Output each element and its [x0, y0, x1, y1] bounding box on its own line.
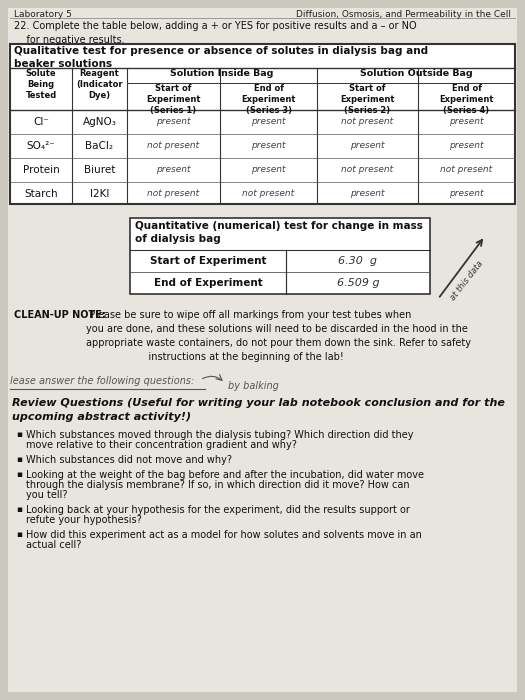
- Text: Start of
Experiment
(Series 2): Start of Experiment (Series 2): [340, 84, 395, 115]
- Text: present: present: [251, 118, 286, 127]
- Text: not present: not present: [440, 165, 492, 174]
- Text: not present: not present: [148, 141, 200, 150]
- Text: Looking back at your hypothesis for the experiment, did the results support or: Looking back at your hypothesis for the …: [26, 505, 410, 515]
- Text: 22. Complete the table below, adding a + or YES for positive results and a – or : 22. Complete the table below, adding a +…: [14, 21, 417, 45]
- Text: by balking: by balking: [228, 381, 279, 391]
- Text: Biuret: Biuret: [84, 165, 115, 175]
- Text: not present: not present: [148, 190, 200, 199]
- Text: present: present: [251, 165, 286, 174]
- Text: ▪: ▪: [16, 470, 22, 479]
- Text: ▪: ▪: [16, 430, 22, 439]
- Text: lease answer the following questions:: lease answer the following questions:: [10, 376, 194, 386]
- Text: Which substances did not move and why?: Which substances did not move and why?: [26, 455, 232, 465]
- Text: SO₄²⁻: SO₄²⁻: [27, 141, 55, 151]
- Text: present: present: [251, 141, 286, 150]
- Text: actual cell?: actual cell?: [26, 540, 81, 550]
- Text: Qualitative test for presence or absence of solutes in dialysis bag and
beaker s: Qualitative test for presence or absence…: [14, 46, 428, 69]
- Text: Solution Outside Bag: Solution Outside Bag: [360, 69, 472, 78]
- Text: Laboratory 5: Laboratory 5: [14, 10, 72, 19]
- Text: I2KI: I2KI: [90, 189, 109, 199]
- Text: present: present: [350, 190, 385, 199]
- Text: Looking at the weight of the bag before and after the incubation, did water move: Looking at the weight of the bag before …: [26, 470, 424, 480]
- Text: at this data: at this data: [448, 260, 485, 302]
- Text: Protein: Protein: [23, 165, 59, 175]
- Text: present: present: [156, 165, 191, 174]
- Text: you tell?: you tell?: [26, 490, 68, 500]
- Text: End of
Experiment
(Series 3): End of Experiment (Series 3): [242, 84, 296, 115]
- Text: not present: not present: [341, 165, 394, 174]
- Text: present: present: [350, 141, 385, 150]
- Text: End of Experiment: End of Experiment: [154, 278, 262, 288]
- Text: Review Questions (Useful for writing your lab notebook conclusion and for the
up: Review Questions (Useful for writing you…: [12, 398, 505, 421]
- Bar: [130, 218, 430, 294]
- Text: ▪: ▪: [16, 505, 22, 514]
- Text: Cl⁻: Cl⁻: [33, 117, 49, 127]
- Text: refute your hypothesis?: refute your hypothesis?: [26, 515, 142, 525]
- Text: Solute
Being
Tested: Solute Being Tested: [25, 69, 57, 99]
- Text: How did this experiment act as a model for how solutes and solvents move in an: How did this experiment act as a model f…: [26, 530, 422, 540]
- Text: through the dialysis membrane? If so, in which direction did it move? How can: through the dialysis membrane? If so, in…: [26, 480, 410, 490]
- Text: Reagent
(Indicator
Dye): Reagent (Indicator Dye): [76, 69, 123, 99]
- Text: not present: not present: [341, 118, 394, 127]
- Text: AgNO₃: AgNO₃: [82, 117, 117, 127]
- Text: Which substances moved through the dialysis tubing? Which direction did they: Which substances moved through the dialy…: [26, 430, 414, 440]
- Text: Start of
Experiment
(Series 1): Start of Experiment (Series 1): [146, 84, 201, 115]
- Text: CLEAN-UP NOTE:: CLEAN-UP NOTE:: [14, 310, 106, 320]
- Text: Solution Inside Bag: Solution Inside Bag: [170, 69, 274, 78]
- Bar: [10, 44, 515, 204]
- Text: present: present: [156, 118, 191, 127]
- Text: End of
Experiment
(Series 4): End of Experiment (Series 4): [439, 84, 493, 115]
- Text: present: present: [449, 141, 484, 150]
- Text: 6.509 g: 6.509 g: [337, 278, 379, 288]
- Text: ▪: ▪: [16, 455, 22, 464]
- Text: Starch: Starch: [24, 189, 58, 199]
- Text: ▪: ▪: [16, 530, 22, 539]
- Text: Diffusion, Osmosis, and Permeability in the Cell: Diffusion, Osmosis, and Permeability in …: [296, 10, 511, 19]
- Text: BaCl₂: BaCl₂: [86, 141, 113, 151]
- Text: move relative to their concentration gradient and why?: move relative to their concentration gra…: [26, 440, 297, 450]
- Text: Quantitative (numerical) test for change in mass
of dialysis bag: Quantitative (numerical) test for change…: [135, 221, 423, 244]
- Text: present: present: [449, 190, 484, 199]
- Text: not present: not present: [243, 190, 295, 199]
- Text: Start of Experiment: Start of Experiment: [150, 256, 266, 266]
- Text: Please be sure to wipe off all markings from your test tubes when
you are done, : Please be sure to wipe off all markings …: [86, 310, 471, 362]
- Text: 6.30  g: 6.30 g: [339, 256, 377, 266]
- Text: present: present: [449, 118, 484, 127]
